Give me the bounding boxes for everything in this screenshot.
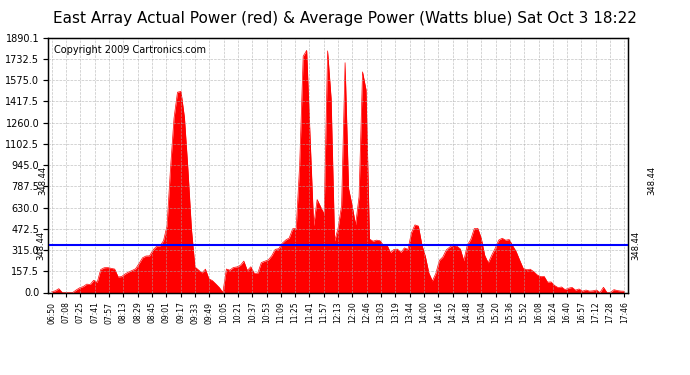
Text: East Array Actual Power (red) & Average Power (Watts blue) Sat Oct 3 18:22: East Array Actual Power (red) & Average …	[53, 11, 637, 26]
Text: 348.44: 348.44	[36, 231, 45, 260]
Text: 348.44: 348.44	[38, 165, 48, 195]
Text: Copyright 2009 Cartronics.com: Copyright 2009 Cartronics.com	[54, 45, 206, 55]
Text: 348.44: 348.44	[647, 165, 657, 195]
Text: 348.44: 348.44	[631, 231, 640, 260]
